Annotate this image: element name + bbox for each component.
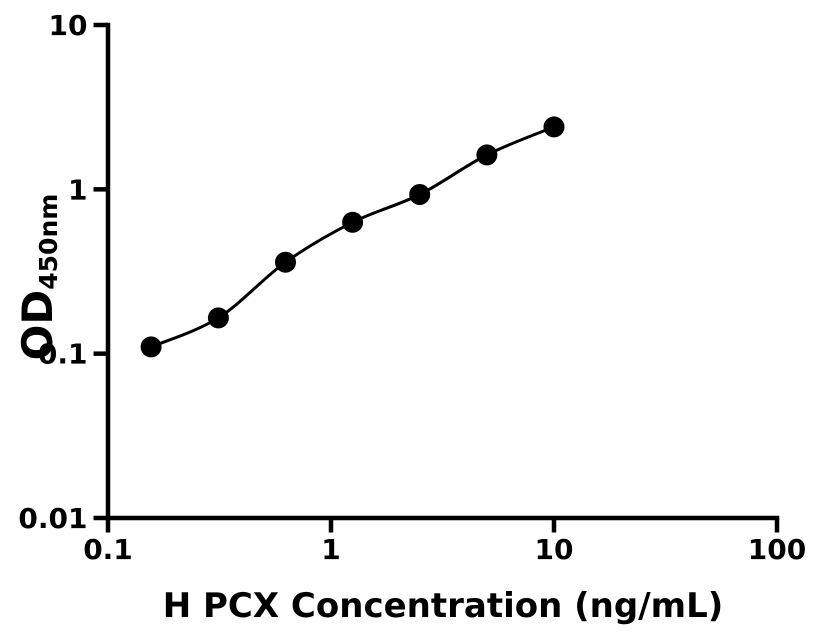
data-point-marker [207, 307, 229, 329]
x-tick-label: 0.1 [83, 533, 133, 566]
y-tick-label: 10 [49, 9, 88, 42]
x-tick-label: 1 [321, 533, 340, 566]
y-tick-label: 0.01 [18, 502, 87, 535]
data-point-marker [275, 251, 296, 273]
x-tick-label: 10 [535, 533, 574, 566]
y-tick-label: 0.1 [38, 338, 88, 371]
x-axis-title: H PCX Concentration (ng/mL) [162, 586, 724, 626]
data-point-marker [342, 211, 364, 233]
y-tick-label: 1 [68, 173, 87, 206]
y-axis-title-main: OD [13, 289, 62, 361]
data-point-marker [476, 144, 498, 166]
data-point-marker [543, 116, 565, 138]
y-axis-title-subscript: 450nm [34, 193, 63, 290]
data-point-marker [409, 184, 431, 205]
x-tick-label: 100 [748, 533, 806, 566]
y-axis-title: OD450nm [13, 194, 63, 361]
data-point-marker [140, 336, 162, 358]
